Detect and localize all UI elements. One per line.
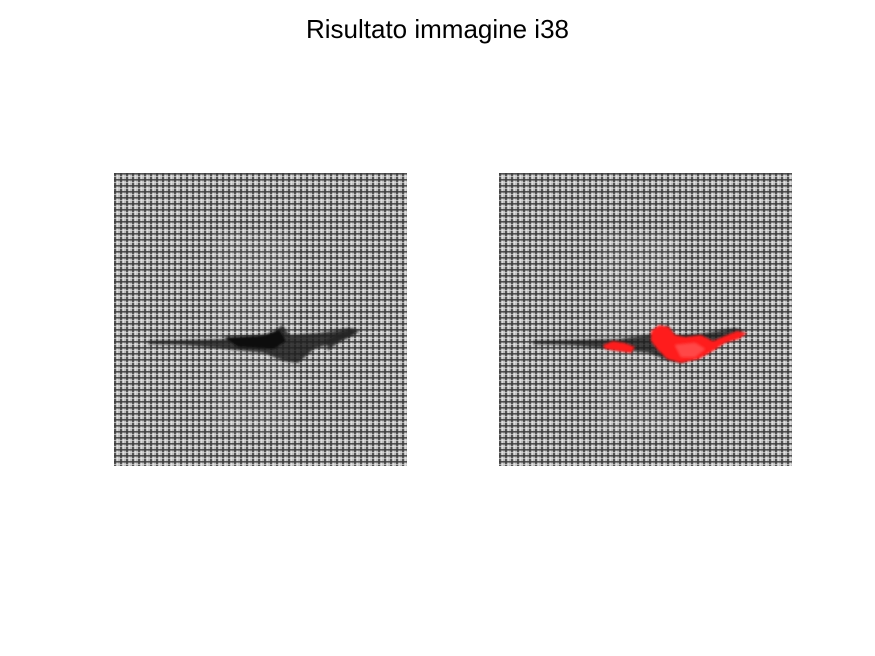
result-fabric-image [499, 173, 792, 466]
result-image-panel [499, 173, 792, 466]
original-image-panel [114, 173, 407, 466]
original-fabric-image [114, 173, 407, 466]
defect-highlight [603, 325, 747, 363]
fabric-defect [148, 325, 360, 363]
figure-title: Risultato immagine i38 [305, 14, 569, 44]
